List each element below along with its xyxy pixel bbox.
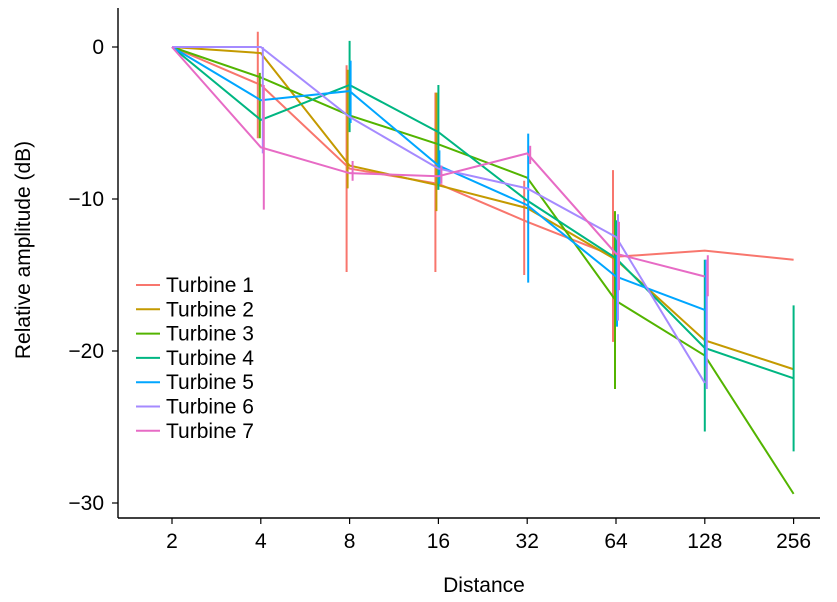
- y-tick-label: −30: [68, 492, 104, 515]
- y-tick-label: 0: [92, 36, 104, 59]
- series-line: [171, 46, 706, 311]
- x-tick-label: 32: [516, 530, 539, 553]
- series-line: [171, 46, 795, 495]
- series-line: [172, 46, 706, 384]
- x-tick-label: 4: [255, 530, 267, 553]
- plot-area: [171, 31, 795, 495]
- y-axis-title: Relative amplitude (dB): [12, 141, 35, 359]
- x-axis-title: Distance: [443, 574, 525, 597]
- legend-label: Turbine 6: [166, 396, 254, 419]
- x-tick-label: 256: [776, 530, 811, 553]
- series-4: [171, 40, 795, 452]
- legend-label: Turbine 4: [166, 347, 254, 370]
- legend-label: Turbine 5: [166, 371, 254, 394]
- series-line: [171, 46, 794, 371]
- x-tick-label: 64: [604, 530, 628, 553]
- y-axis: 0 −10 −20 −30: [68, 8, 119, 518]
- series-7: [171, 46, 709, 297]
- x-tick-label: 16: [427, 530, 450, 553]
- x-tick-label: 128: [687, 530, 722, 553]
- series-line: [171, 46, 706, 278]
- legend-label: Turbine 3: [166, 323, 254, 346]
- series-3: [171, 46, 795, 495]
- series-2: [171, 46, 794, 371]
- legend-label: Turbine 2: [166, 298, 254, 321]
- y-tick-label: −20: [68, 340, 104, 363]
- x-tick-label: 8: [344, 530, 356, 553]
- x-tick-label: 2: [166, 530, 178, 553]
- legend-label: Turbine 7: [166, 420, 254, 443]
- x-axis: 2 4 8 16 32 64 128 256: [118, 517, 820, 553]
- y-tick-label: −10: [68, 188, 104, 211]
- series-line: [171, 46, 794, 380]
- legend-label: Turbine 1: [166, 274, 254, 297]
